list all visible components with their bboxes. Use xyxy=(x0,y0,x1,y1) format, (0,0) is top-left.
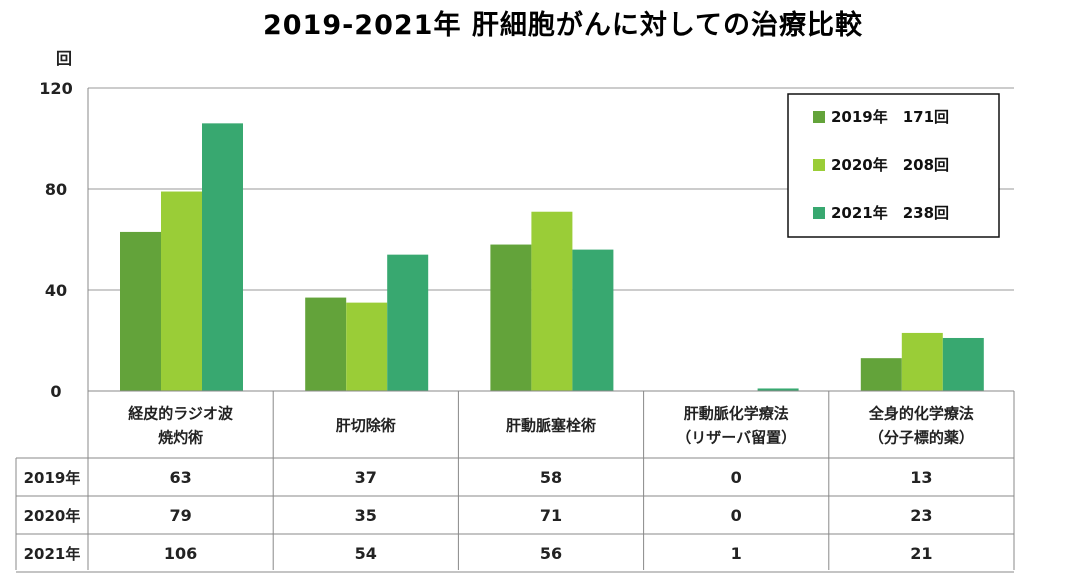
legend-entry: 2019年 171回 xyxy=(831,108,949,126)
bar-2020年-4 xyxy=(901,332,943,391)
bar-2021年-2 xyxy=(572,249,614,391)
data-label: 37 xyxy=(355,468,377,487)
legend-entry: 2020年 208回 xyxy=(831,156,949,174)
data-label: 21 xyxy=(910,544,932,563)
bar-2019年-4 xyxy=(860,358,902,391)
data-label: 23 xyxy=(910,506,932,525)
bar-2020年-2 xyxy=(531,211,573,391)
data-label: 79 xyxy=(169,506,191,525)
legend-swatch xyxy=(813,207,825,219)
data-label: 63 xyxy=(169,468,191,487)
legend-entry: 2021年 238回 xyxy=(831,204,949,222)
y-tick-label: 80 xyxy=(45,180,67,199)
data-label: 56 xyxy=(540,544,562,563)
y-axis-ticks: 0 40 80 120 xyxy=(39,79,72,401)
bar-2019年-1 xyxy=(305,297,347,391)
y-tick-label: 40 xyxy=(45,281,67,300)
table-row-label: 2019年 xyxy=(24,469,81,487)
category-label: （分子標的薬） xyxy=(869,429,974,447)
bar-2021年-0 xyxy=(202,123,243,391)
bar-2019年-2 xyxy=(490,244,532,391)
chart-title: 2019-2021年 肝細胞がんに対しての治療比較 xyxy=(263,9,863,41)
category-label: 肝動脈塞栓術 xyxy=(506,417,596,435)
category-label: 全身的化学療法 xyxy=(868,405,974,423)
y-tick-label: 0 xyxy=(50,382,61,401)
bar-2021年-1 xyxy=(387,254,429,391)
data-label: 54 xyxy=(355,544,377,563)
bar-2020年-1 xyxy=(346,302,388,391)
data-label: 1 xyxy=(731,544,742,563)
data-label: 106 xyxy=(164,544,197,563)
legend: 2019年 171回 2020年 208回 2021年 238回 xyxy=(787,93,1000,238)
bar-2020年-0 xyxy=(161,191,202,391)
table-row-label: 2021年 xyxy=(24,545,81,563)
data-label: 0 xyxy=(731,506,742,525)
table-row-label: 2020年 xyxy=(24,507,81,525)
category-label: 肝動脈化学療法 xyxy=(684,405,789,423)
bar-2021年-4 xyxy=(942,337,984,391)
category-label: 経皮的ラジオ波 xyxy=(128,405,234,423)
y-tick-label: 120 xyxy=(39,79,72,98)
data-label: 35 xyxy=(355,506,377,525)
bar-2019年-0 xyxy=(120,231,161,391)
bar-2021年-3 xyxy=(757,388,799,391)
legend-swatch xyxy=(813,159,825,171)
data-label: 13 xyxy=(910,468,932,487)
data-label: 58 xyxy=(540,468,562,487)
y-axis-unit: 回 xyxy=(56,49,72,68)
category-label: 焼灼術 xyxy=(158,429,203,447)
legend-swatch xyxy=(813,111,825,123)
category-label: 肝切除術 xyxy=(336,417,396,435)
category-label: （リザーバ留置） xyxy=(676,429,796,447)
data-label: 0 xyxy=(731,468,742,487)
data-label: 71 xyxy=(540,506,562,525)
bars xyxy=(120,123,984,391)
